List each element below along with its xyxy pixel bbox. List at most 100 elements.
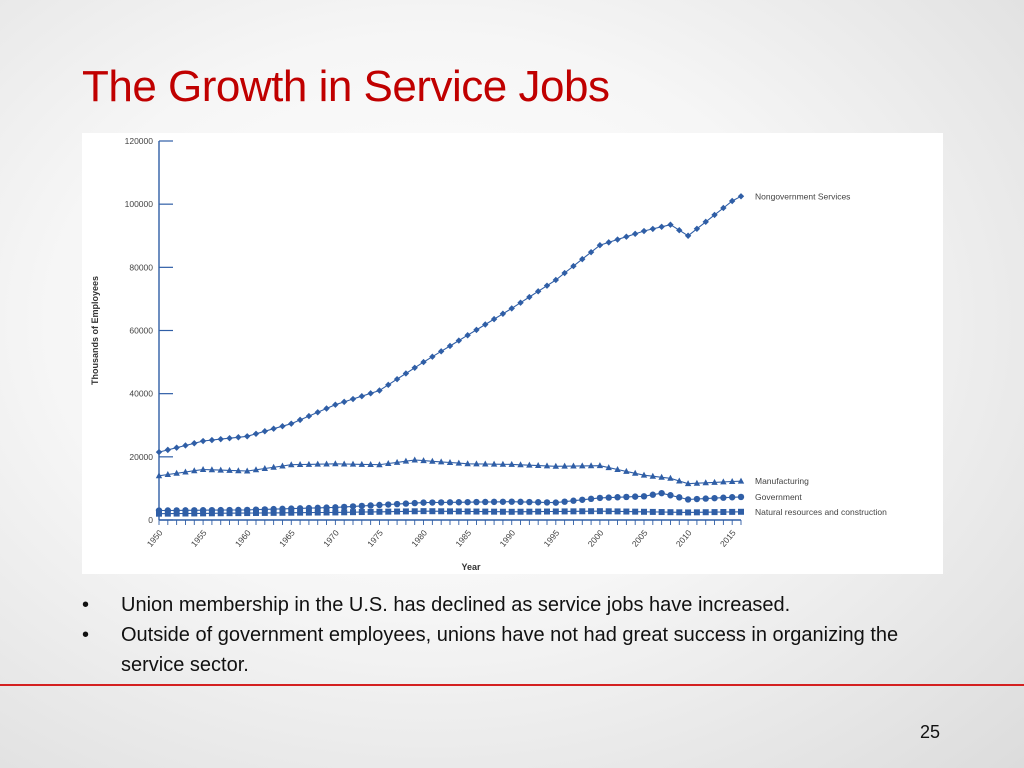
x-tick-label: 1975 [365,528,385,549]
marker-diamond [420,358,427,366]
marker-triangle [587,462,595,469]
marker-circle [508,498,515,505]
marker-circle [332,504,339,511]
marker-diamond [499,310,507,317]
y-tick-label: 0 [148,515,153,525]
marker-diamond [261,428,269,435]
marker-diamond [199,437,207,445]
marker-square [588,508,595,515]
marker-diamond [631,230,639,238]
marker-diamond [182,442,189,449]
marker-square [614,508,621,515]
marker-triangle [305,460,313,467]
marker-triangle [570,462,577,469]
marker-square [632,508,639,515]
marker-triangle [411,456,418,463]
marker-triangle [446,459,454,466]
marker-diamond [676,227,683,234]
marker-triangle [155,472,163,479]
marker-square [323,509,330,516]
marker-square [164,510,171,517]
series-line [158,195,742,453]
marker-triangle [217,466,224,473]
marker-triangle [640,471,648,478]
marker-triangle [385,460,392,467]
marker-square [182,510,189,517]
marker-circle [693,495,701,503]
marker-diamond [393,375,401,383]
marker-square [200,510,207,517]
marker-triangle [482,460,489,467]
y-tick-label: 20000 [129,452,153,462]
marker-square [217,510,224,517]
marker-triangle [561,462,568,469]
marker-triangle [534,462,542,469]
marker-diamond [332,401,339,408]
marker-square [464,508,471,515]
marker-square [438,508,445,515]
marker-triangle [199,465,207,472]
marker-square [341,509,348,516]
x-tick-label: 2000 [586,528,606,549]
marker-diamond [579,255,586,263]
marker-triangle [631,469,639,476]
marker-triangle [623,467,630,474]
marker-circle [464,498,471,506]
marker-circle [728,494,736,501]
marker-diamond [667,221,674,228]
marker-square [429,508,436,515]
marker-diamond [243,433,251,440]
bullet-item: • Outside of government employees, union… [82,620,962,680]
marker-diamond [191,440,198,447]
marker-square [685,509,692,516]
marker-circle [314,504,321,512]
marker-square [570,508,577,515]
marker-square [270,509,277,516]
marker-triangle [164,471,172,478]
marker-square [482,508,489,515]
marker-triangle [473,460,480,467]
marker-triangle [508,460,515,467]
marker-diamond [526,293,533,301]
marker-circle [402,500,410,507]
marker-square [473,508,480,515]
marker-diamond [296,416,304,424]
marker-diamond [482,321,489,328]
marker-square [641,508,647,515]
marker-triangle [288,461,295,468]
marker-circle [393,500,401,508]
marker-square [288,509,295,516]
marker-triangle [208,466,216,473]
marker-diamond [614,236,621,243]
marker-triangle [437,458,445,465]
marker-triangle [464,460,471,467]
marker-square [693,509,700,516]
marker-circle [323,504,330,511]
marker-circle [579,496,586,503]
marker-triangle [667,474,674,481]
marker-square [738,508,744,515]
marker-triangle [340,460,348,467]
marker-square [226,510,233,517]
marker-circle [587,495,595,503]
marker-diamond [349,395,357,403]
marker-triangle [658,473,665,480]
marker-diamond [411,364,418,371]
marker-square [253,509,259,516]
marker-triangle [614,465,621,472]
marker-diamond [596,242,604,249]
marker-square [491,508,498,515]
marker-diamond [464,332,471,339]
marker-circle [649,491,657,498]
marker-square [552,508,559,515]
marker-square [711,509,718,516]
marker-triangle [429,457,436,464]
marker-square [279,509,286,516]
marker-square [623,508,630,515]
marker-diamond [385,381,392,389]
x-tick-label: 1955 [189,528,209,549]
marker-triangle [605,464,612,471]
y-tick-label: 100000 [125,199,154,209]
marker-diamond [702,218,709,226]
x-tick-label: 1950 [145,528,165,549]
